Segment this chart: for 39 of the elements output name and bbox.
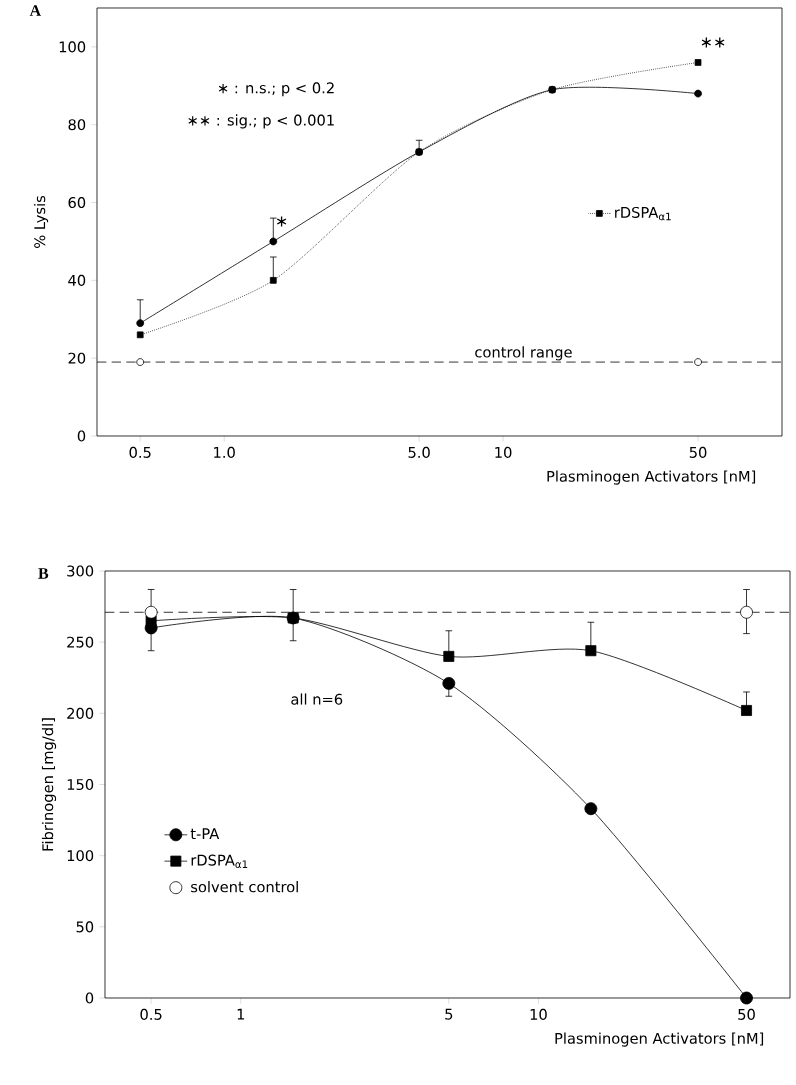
x-tick-label: 5 [445, 1008, 453, 1020]
y-tick-label: 50 [76, 921, 94, 933]
y-tick-label: 100 [59, 41, 86, 53]
x-tick-label: 50 [738, 1008, 755, 1020]
y-axis-title: Fibrinogen [mg/dl] [41, 718, 57, 851]
y-axis-title: % Lysis [33, 195, 49, 248]
ref-line-label: control range [475, 346, 572, 361]
y-tick-label: 100 [67, 850, 94, 862]
x-tick-label: 1 [237, 1008, 245, 1020]
y-tick-label: 40 [68, 274, 86, 286]
legend-label: t-PA [190, 828, 220, 840]
x-tick-label: 1.0 [214, 446, 235, 458]
legend-label: rDSPA$_{α1}$ [191, 854, 248, 869]
annotation: ∗ : n.s.; p < 0.2 [218, 82, 334, 97]
x-axis-title: Plasminogen Activators [nM] [547, 470, 756, 485]
x-tick-label: 50 [689, 446, 707, 458]
y-tick-label: 20 [68, 352, 86, 364]
y-tick-label: 150 [67, 778, 94, 791]
y-tick-label: 200 [67, 707, 94, 719]
annotation: ∗ [276, 216, 287, 227]
annotation: ∗∗ : sig.; p < 0.001 [188, 114, 334, 129]
y-tick-label: 80 [68, 119, 86, 131]
legend-label: rDSPA$_{α1}$ [615, 206, 671, 221]
x-tick-label: 0.5 [140, 1008, 162, 1020]
x-tick-label: 0.5 [129, 446, 151, 458]
annotation: ∗∗ [701, 37, 725, 48]
y-tick-label: 300 [67, 565, 94, 577]
legend-label: solvent control [191, 881, 298, 893]
x-axis-title: Plasminogen Activators [nM] [555, 1032, 764, 1047]
x-tick-label: 5.0 [408, 446, 430, 458]
x-tick-label: 10 [495, 446, 512, 458]
x-tick-label: 10 [530, 1008, 547, 1020]
y-tick-label: 0 [77, 430, 86, 442]
annotation: all n=6 [291, 693, 343, 705]
y-tick-label: 250 [67, 636, 94, 648]
chart-title: B [38, 568, 49, 579]
y-tick-label: 0 [85, 992, 94, 1004]
y-tick-label: 60 [68, 197, 86, 209]
chart-title: A [29, 5, 42, 16]
